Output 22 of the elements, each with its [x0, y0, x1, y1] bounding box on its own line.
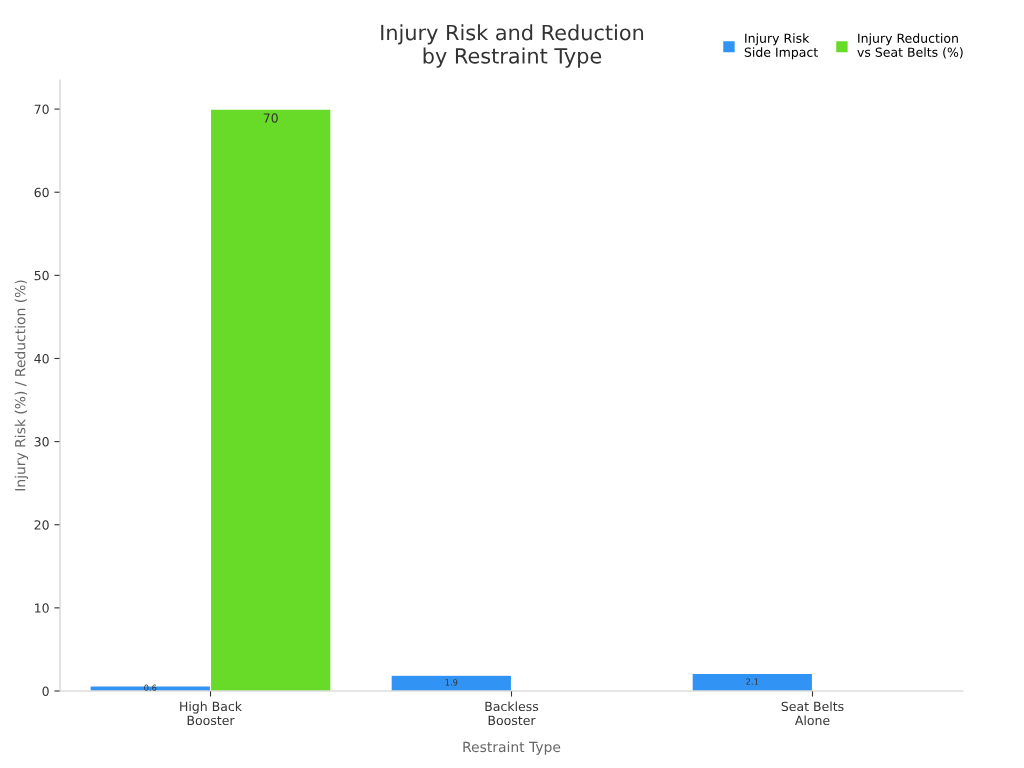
x-tick-label: High Back Booster [180, 701, 242, 726]
y-tick-label: 50 [34, 270, 49, 281]
data-label: 1.9 [445, 679, 458, 686]
bar [691, 672, 814, 691]
y-tick-label: 30 [34, 437, 49, 447]
x-axis-title: Restraint Type [463, 741, 561, 755]
y-tick-label: 70 [34, 104, 49, 115]
data-label: 0.6 [144, 684, 157, 691]
y-tick-label: 60 [34, 187, 49, 198]
legend-label: Injury Risk Side Impact [744, 33, 818, 60]
y-tick-label: 10 [35, 603, 49, 613]
bar [390, 674, 513, 691]
x-tick-label: Seat Belts Alone [781, 701, 844, 726]
y-tick-label: 20 [34, 520, 49, 530]
y-axis-title: Injury Risk (%) / Reduction (%) [14, 280, 29, 491]
y-tick-label: 0 [42, 686, 49, 696]
data-label: 70 [263, 113, 278, 123]
data-label: 2.1 [746, 678, 759, 685]
x-tick-label: Backless Booster [485, 701, 539, 726]
y-tick-label: 40 [34, 353, 49, 364]
legend-label: Injury Reduction vs Seat Belts (%) [857, 33, 963, 59]
chart-title: Injury Risk and Reduction by Restraint Type [381, 24, 644, 68]
